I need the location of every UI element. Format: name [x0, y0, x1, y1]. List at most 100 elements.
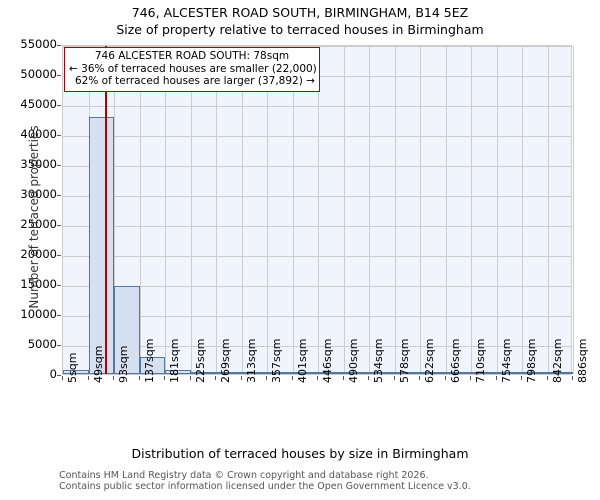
x-axis-tick-mark: [546, 376, 548, 380]
histogram-bar: [547, 372, 573, 374]
gridline-vertical: [114, 46, 115, 374]
histogram-bar: [216, 372, 242, 374]
x-axis-tick-mark: [291, 376, 293, 380]
y-axis-tick-label: 35000: [20, 157, 57, 171]
y-axis-tick-mark: [57, 135, 61, 136]
histogram-bar: [63, 369, 89, 374]
y-axis-tick-mark: [57, 285, 61, 286]
histogram-bar: [420, 372, 446, 374]
gridline-vertical: [394, 46, 396, 374]
y-axis-tick-mark: [57, 195, 61, 196]
chart-subtitle: Size of property relative to terraced ho…: [116, 22, 484, 37]
x-axis-tick-label: 886sqm: [576, 338, 589, 383]
histogram-bar: [318, 372, 344, 374]
gridline-vertical: [267, 46, 268, 374]
x-axis-tick-mark: [444, 376, 446, 380]
y-axis-tick-label: 30000: [20, 187, 57, 201]
histogram-bar: [267, 372, 293, 374]
x-axis-tick-label: 666sqm: [448, 338, 462, 383]
x-axis-tick-label: 49sqm: [91, 345, 105, 383]
gridline-vertical: [216, 46, 217, 374]
y-axis-tick-label: 55000: [20, 37, 57, 51]
x-axis-tick-label: 710sqm: [474, 338, 487, 383]
gridline-vertical: [292, 46, 294, 374]
plot-area: [62, 45, 574, 375]
y-axis-tick-mark: [57, 375, 61, 376]
gridline-vertical: [241, 46, 243, 374]
y-axis-tick-label: 15000: [20, 277, 57, 291]
x-axis-tick-mark: [87, 376, 89, 380]
histogram-bar: [114, 285, 140, 374]
x-axis-tick-mark: [470, 376, 471, 380]
x-axis-tick-mark: [495, 376, 497, 380]
x-axis-tick-mark: [368, 376, 369, 380]
gridline-vertical: [471, 46, 472, 374]
gridline-vertical: [420, 46, 421, 374]
x-axis-tick-mark: [215, 376, 216, 380]
y-axis-tick-mark: [57, 315, 61, 316]
x-axis-tick-label: 534sqm: [372, 338, 385, 383]
annotation-line-larger: 62% of terraced houses are larger (37,89…: [75, 75, 315, 88]
footer-line-2: Contains public sector information licen…: [59, 481, 471, 492]
annotation-line-property: 746 ALCESTER ROAD SOUTH: 78sqm: [94, 50, 290, 62]
x-axis-tick-label: 181sqm: [168, 338, 181, 383]
gridline-vertical: [190, 46, 192, 374]
y-axis-tick-label: 45000: [20, 97, 57, 111]
y-axis-tick-label: 10000: [20, 307, 57, 321]
x-axis-title: Distribution of terraced houses by size …: [131, 446, 469, 461]
histogram-bar: [522, 372, 548, 374]
x-axis-tick-label: 842sqm: [550, 338, 564, 383]
histogram-bar: [88, 117, 114, 374]
gridline-horizontal: [63, 166, 571, 167]
gridline-vertical: [318, 46, 319, 374]
histogram-bar: [190, 372, 216, 374]
x-axis-tick-mark: [572, 376, 573, 380]
x-axis-tick-label: 137sqm: [142, 338, 156, 383]
x-axis-tick-mark: [419, 376, 420, 380]
gridline-vertical: [573, 46, 574, 374]
x-axis-tick-label: 622sqm: [423, 338, 436, 383]
y-axis-tick-label: 5000: [27, 337, 57, 351]
y-axis-tick-mark: [57, 345, 61, 346]
y-axis-tick-mark: [57, 165, 61, 166]
y-axis-tick-label: 50000: [20, 67, 57, 81]
x-axis-tick-mark: [342, 376, 344, 380]
gridline-vertical: [369, 46, 370, 374]
gridline-horizontal: [63, 286, 571, 287]
gridline-horizontal: [63, 136, 571, 137]
y-axis-title: Number of terraced properties: [27, 125, 41, 309]
x-axis-tick-label: 5sqm: [66, 352, 79, 383]
x-axis-tick-mark: [113, 376, 114, 380]
x-axis-tick-label: 446sqm: [321, 338, 334, 383]
x-axis-tick-label: 93sqm: [117, 345, 130, 383]
gridline-horizontal: [63, 226, 571, 227]
gridline-horizontal: [63, 316, 571, 317]
gridline-horizontal: [63, 106, 571, 107]
y-axis-tick-label: 40000: [20, 127, 57, 141]
histogram-bar: [139, 357, 165, 374]
y-axis-tick-mark: [57, 255, 61, 256]
annotation-line-smaller: ← 36% of terraced houses are smaller (22…: [69, 62, 317, 75]
gridline-horizontal: [63, 46, 571, 47]
x-axis-tick-mark: [317, 376, 318, 380]
histogram-bar: [471, 372, 497, 374]
gridline-vertical: [547, 46, 549, 374]
chart-title-block: 746, ALCESTER ROAD SOUTH, BIRMINGHAM, B1…: [0, 4, 600, 38]
gridline-horizontal: [63, 196, 571, 197]
y-axis: 0 5000 10000 15000 20000 25000 30000 35000 40000…: [0, 0, 61, 500]
x-axis-tick-mark: [62, 376, 63, 380]
gridline-vertical: [445, 46, 447, 374]
x-axis-tick-mark: [164, 376, 165, 380]
gridline-vertical: [343, 46, 345, 374]
y-axis-tick-mark: [57, 105, 61, 106]
x-axis-tick-label: 357sqm: [270, 338, 283, 383]
x-axis-tick-mark: [266, 376, 267, 380]
x-axis-tick-label: 225sqm: [193, 338, 207, 383]
x-axis-tick-mark: [240, 376, 242, 380]
x-axis-tick-mark: [393, 376, 395, 380]
x-axis-tick-label: 269sqm: [219, 338, 232, 383]
footer-line-1: Contains HM Land Registry data © Crown c…: [59, 470, 429, 481]
property-annotation-box: 746 ALCESTER ROAD SOUTH: 78sqm ← 36% of …: [64, 47, 320, 92]
gridline-vertical: [165, 46, 166, 374]
